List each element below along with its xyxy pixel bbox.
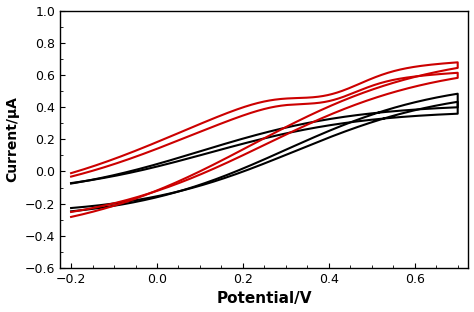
Y-axis label: Current/µA: Current/µA (6, 96, 19, 182)
X-axis label: Potential/V: Potential/V (217, 291, 312, 306)
